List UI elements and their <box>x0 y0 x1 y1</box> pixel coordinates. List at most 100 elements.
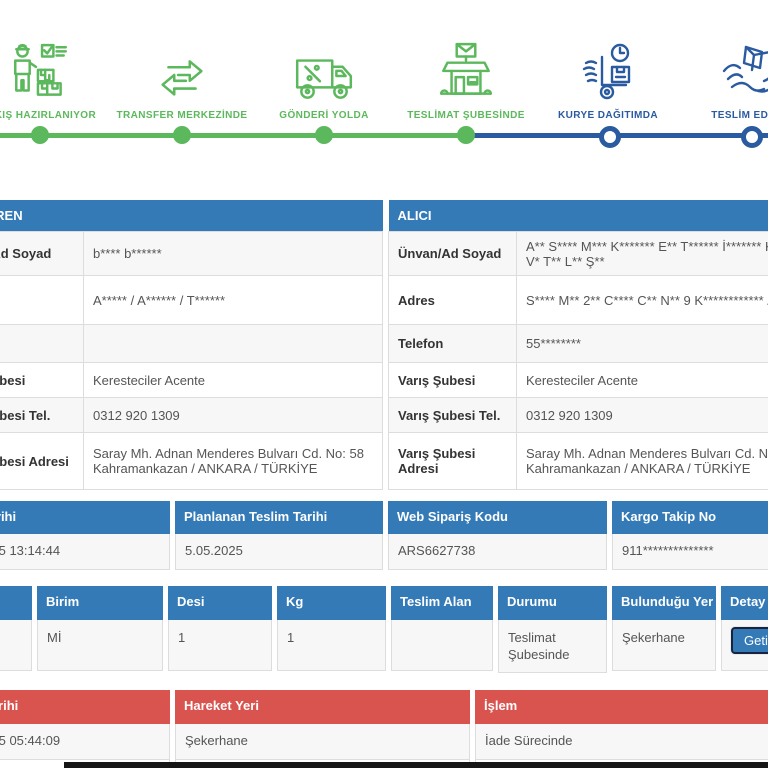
table-row: Ünvan/Ad Soyad b**** b****** <box>0 231 383 276</box>
progress-tracker: ÇIKIŞ HAZIRLANIYOR TRANSFER MERKEZİNDE <box>0 0 768 148</box>
column-header: Bulunduğu Yer <box>612 586 716 620</box>
stage-dot <box>741 126 763 148</box>
package-col-birim: Birim Mİ <box>37 586 163 673</box>
row-value: 0312 920 1309 <box>516 397 768 433</box>
package-col-desi: Desi 1 <box>168 586 272 673</box>
row-label: Adres <box>388 275 517 325</box>
row-label: Adres <box>0 275 84 325</box>
table-row: Telefon 55******** <box>388 324 768 363</box>
row-label: Çıkış Şubesi Adresi <box>0 432 84 490</box>
summary-col-kargo-takip-no: Kargo Takip No 911************** <box>612 501 768 570</box>
table-row: Telefon <box>0 324 383 363</box>
sender-table: GÖNDEREN Ünvan/Ad Soyad b**** b****** Ad… <box>0 200 383 490</box>
row-value: 0312 920 1309 <box>83 397 383 433</box>
column-value: Teslimat Şubesinde <box>498 620 607 673</box>
table-row: Çıkış Şubesi Tel. 0312 920 1309 <box>0 397 383 433</box>
movement-location: Şekerhane <box>175 724 470 760</box>
row-label: Telefon <box>388 324 517 363</box>
column-value: 911************** <box>612 534 768 570</box>
stage-gonderi-yolda: GÖNDERİ YOLDA <box>253 34 395 122</box>
row-label: Varış Şubesi <box>388 362 517 398</box>
table-row: Ünvan/Ad Soyad A** S**** M*** K******* E… <box>388 231 768 276</box>
row-label: Çıkış Şubesi <box>0 362 84 398</box>
column-value: Mİ <box>37 620 163 671</box>
column-header: Detay <box>721 586 768 620</box>
stage-dot <box>599 126 621 148</box>
table-row: Adres S**** M** 2** C**** C** N** 9 K***… <box>388 275 768 325</box>
table-row: Varış Şubesi Keresteciler Acente <box>388 362 768 398</box>
recipient-table: ALICI Ünvan/Ad Soyad A** S**** M*** K***… <box>388 200 768 490</box>
stage-label: GÖNDERİ YOLDA <box>279 110 369 121</box>
column-header: İşlem Tarihi <box>0 690 170 724</box>
row-value: Saray Mh. Adnan Menderes Bulvarı Cd. No:… <box>516 432 768 490</box>
stage-dot <box>173 126 191 144</box>
stage-label: KURYE DAĞITIMDA <box>557 110 659 121</box>
row-label: Çıkış Şubesi Tel. <box>0 397 84 433</box>
tracker-line-completed <box>0 133 468 138</box>
movements-table: İşlem Tarihi 5.05.2025 05:44:09 5.05.202… <box>0 690 768 768</box>
cargo-truck-icon <box>291 34 357 106</box>
recipient-table-title: ALICI <box>388 200 768 232</box>
column-value: 1 <box>277 620 386 671</box>
movements-col-islem: İşlem İade Sürecinde Kurye Dağıtıma Çıkt… <box>475 690 768 768</box>
worker-boxes-icon <box>7 34 73 106</box>
column-header: İşlem <box>475 690 768 724</box>
row-value: Keresteciler Acente <box>516 362 768 398</box>
package-col-durumu: Durumu Teslimat Şubesinde <box>498 586 607 673</box>
column-header: Birim <box>37 586 163 620</box>
branch-store-icon <box>433 34 499 106</box>
transfer-arrows-icon <box>151 34 213 106</box>
table-row: Adres A***** / A****** / T****** <box>0 275 383 325</box>
column-header: Planlanan Teslim Tarihi <box>175 501 383 534</box>
row-label: Varış Şubesi Tel. <box>388 397 517 433</box>
table-row: Varış Şubesi Adresi Saray Mh. Adnan Mend… <box>388 432 768 490</box>
table-row: Çıkış Şubesi Adresi Saray Mh. Adnan Mend… <box>0 432 383 490</box>
bottom-bar <box>64 762 768 768</box>
stage-label: TRANSFER MERKEZİNDE <box>116 110 248 121</box>
delivered-package-icon <box>718 34 768 106</box>
summary-col-web-siparis-kodu: Web Sipariş Kodu ARS6627738 <box>388 501 607 570</box>
column-value <box>391 620 493 671</box>
sender-table-title: GÖNDEREN <box>0 200 383 232</box>
package-col-0 <box>0 586 32 673</box>
row-value: 55******** <box>516 324 768 363</box>
column-value: 1 <box>168 620 272 671</box>
summary-col-cikis-tarihi: Çıkış Tarihi 2.05.2025 13:14:44 <box>0 501 170 570</box>
row-value <box>83 324 383 363</box>
column-header: Durumu <box>498 586 607 620</box>
table-row: Varış Şubesi Tel. 0312 920 1309 <box>388 397 768 433</box>
package-table: Birim Mİ Desi 1 Kg 1 Teslim Alan Durumu … <box>0 586 768 673</box>
row-value: A** S**** M*** K******* E** T****** İ***… <box>516 231 768 276</box>
shipment-summary-table: Çıkış Tarihi 2.05.2025 13:14:44 Planlana… <box>0 501 768 570</box>
row-value: b**** b****** <box>83 231 383 276</box>
column-value: ARS6627738 <box>388 534 607 570</box>
table-row: Çıkış Şubesi Keresteciler Acente <box>0 362 383 398</box>
column-header: Kg <box>277 586 386 620</box>
sender-recipient-section: GÖNDEREN Ünvan/Ad Soyad b**** b****** Ad… <box>0 200 768 490</box>
package-col-teslim-alan: Teslim Alan <box>391 586 493 673</box>
courier-handtruck-icon <box>576 34 640 106</box>
row-label: Telefon <box>0 324 84 363</box>
package-col-kg: Kg 1 <box>277 586 386 673</box>
column-header: Hareket Yeri <box>175 690 470 724</box>
column-header: Teslim Alan <box>391 586 493 620</box>
column-value: Şekerhane <box>612 620 716 671</box>
stage-cikis-hazirlaniyor: ÇIKIŞ HAZIRLANIYOR <box>0 34 111 122</box>
stage-label: TESLİM EDİLDİ <box>711 110 768 121</box>
movement-date: 5.05.2025 05:44:09 <box>0 724 170 760</box>
movements-col-hareket-yeri: Hareket Yeri Şekerhane Şekerhane <box>175 690 470 768</box>
column-value: 2.05.2025 13:14:44 <box>0 534 170 570</box>
stage-label: TESLİMAT ŞUBESİNDE <box>407 110 525 121</box>
stage-label: ÇIKIŞ HAZIRLANIYOR <box>0 110 97 121</box>
column-header: Web Sipariş Kodu <box>388 501 607 534</box>
tracker-stages: ÇIKIŞ HAZIRLANIYOR TRANSFER MERKEZİNDE <box>0 34 768 122</box>
stage-kurye-dagitimda: KURYE DAĞITIMDA <box>537 34 679 122</box>
stage-dot <box>315 126 333 144</box>
column-value: 5.05.2025 <box>175 534 383 570</box>
summary-col-planlanan-teslim: Planlanan Teslim Tarihi 5.05.2025 <box>175 501 383 570</box>
row-label: Ünvan/Ad Soyad <box>0 231 84 276</box>
row-value: Keresteciler Acente <box>83 362 383 398</box>
